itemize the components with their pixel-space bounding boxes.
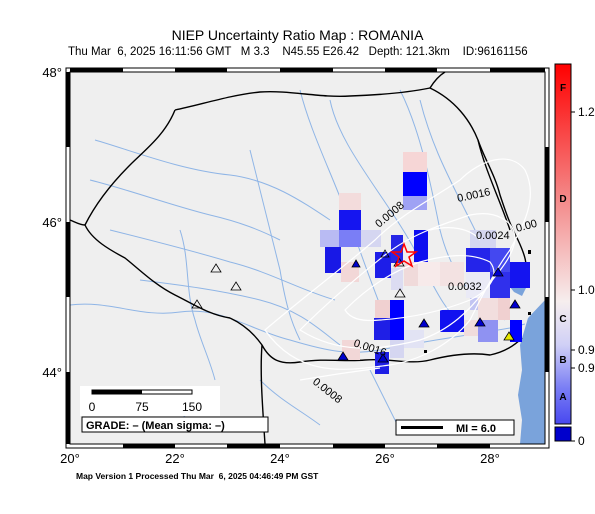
x-tick-label: 26°: [375, 451, 395, 466]
scale-label: 0: [89, 400, 96, 414]
colorbar-value: 0: [578, 434, 585, 448]
stations: [191, 249, 521, 363]
contour-lines: [264, 158, 531, 381]
grade-letter-b: B: [559, 355, 566, 366]
grade-letter-d: D: [559, 194, 566, 205]
colorbar: F D C B A 1.2 1.0 0.9 0.9 0: [554, 63, 595, 448]
x-tick-label: 24°: [270, 451, 290, 466]
black-sea: [518, 300, 545, 444]
grade-letter-c: C: [559, 314, 566, 325]
contour-label: 0.0024: [476, 230, 510, 242]
contour-label: 0.0032: [448, 281, 482, 293]
x-tick-label: 20°: [60, 451, 80, 466]
map-version-footer: Map Version 1 Processed Thu Mar 6, 2025 …: [76, 471, 319, 481]
scale-label: 150: [182, 400, 202, 414]
grade-letter-a: A: [559, 392, 566, 403]
station-triangle-icon: [394, 288, 406, 298]
land-area: [70, 72, 545, 444]
y-tick-label: 44°: [42, 365, 62, 380]
colorbar-value: 0.9: [578, 343, 595, 357]
mi-legend: MI = 6.0: [395, 419, 515, 436]
colorbar-value: 1.0: [578, 283, 595, 297]
y-tick-label: 46°: [42, 215, 62, 230]
colorbar-value: 1.2: [578, 105, 595, 119]
x-tick-label: 22°: [165, 451, 185, 466]
grade-letter-f: F: [560, 83, 566, 94]
mi-text: MI = 6.0: [456, 423, 496, 435]
event-subtitle: Thu Mar 6, 2025 16:11:56 GMT M 3.3 N45.5…: [68, 46, 528, 58]
station-triangle-icon: [380, 249, 390, 258]
station-triangle-icon: [509, 299, 521, 309]
scale-bar: 0 75 150: [80, 386, 220, 416]
grade-text: GRADE: – (Mean sigma: –): [86, 420, 225, 432]
y-tick-label: 48°: [42, 65, 62, 80]
station-triangle-icon: [474, 317, 486, 327]
map-frame: [65, 67, 550, 449]
x-tick-label: 28°: [480, 451, 500, 466]
station-triangle-icon: [503, 331, 515, 341]
contour-label: 0.00: [515, 218, 539, 235]
station-triangle-icon: [230, 281, 242, 291]
station-triangle-icon: [191, 299, 203, 309]
station-triangle-icon: [377, 353, 389, 363]
grade-box: GRADE: – (Mean sigma: –): [81, 416, 269, 433]
station-triangle-icon: [351, 259, 361, 268]
scale-label: 75: [135, 400, 149, 414]
country-borders: [69, 71, 527, 445]
station-triangle-icon: [337, 351, 349, 361]
station-triangle-icon: [210, 263, 222, 273]
map-title: NIEP Uncertainty Ratio Map : ROMANIA: [171, 27, 424, 43]
station-triangle-icon: [492, 267, 504, 277]
epicenter-star-icon: [389, 241, 419, 268]
station-triangle-icon: [418, 318, 430, 328]
colorbar-value: 0.9: [578, 361, 595, 375]
